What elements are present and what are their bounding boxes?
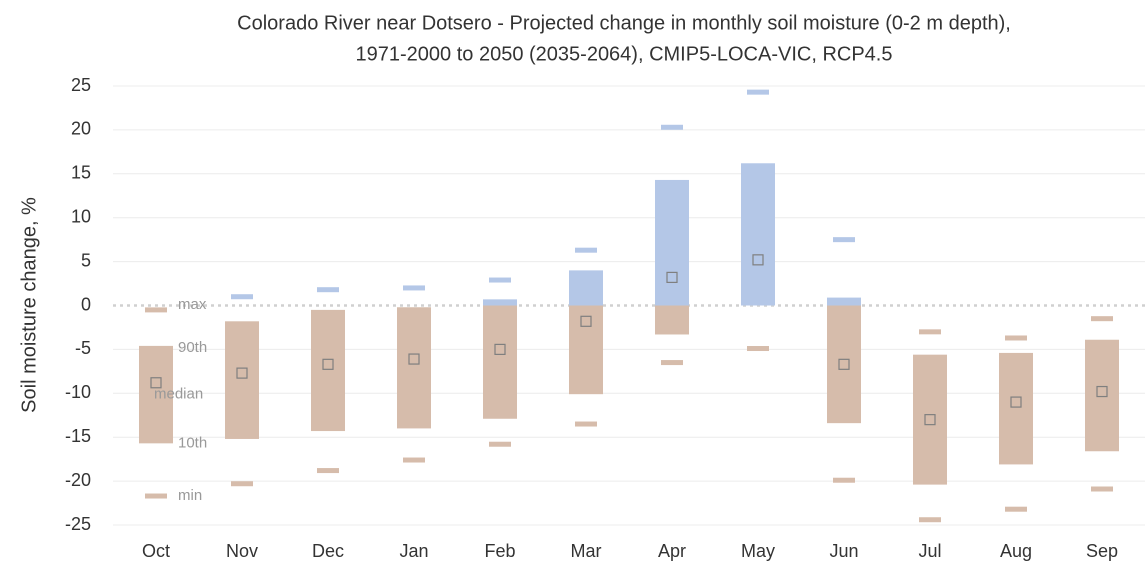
median-marker bbox=[1096, 385, 1108, 398]
chart-title: Colorado River near Dotsero - Projected … bbox=[237, 12, 1011, 34]
max-dash bbox=[661, 124, 683, 130]
min-dash bbox=[317, 468, 339, 474]
y-tick-label: 5 bbox=[81, 250, 91, 270]
y-tick-label: -10 bbox=[65, 382, 91, 402]
bar-negative bbox=[569, 305, 603, 395]
max-dash bbox=[747, 89, 769, 95]
min-dash bbox=[403, 457, 425, 463]
y-tick-label: -20 bbox=[65, 470, 91, 490]
median-marker bbox=[838, 358, 850, 370]
bar-positive bbox=[569, 270, 603, 306]
max-dash bbox=[919, 329, 941, 335]
bar-negative bbox=[1085, 339, 1119, 452]
max-dash bbox=[231, 294, 253, 300]
bar-positive bbox=[483, 299, 517, 306]
bar-positive bbox=[655, 179, 689, 306]
min-dash bbox=[919, 517, 941, 523]
min-dash bbox=[489, 441, 511, 447]
series-annotation: max bbox=[178, 296, 207, 313]
median-marker bbox=[666, 271, 678, 284]
bar-negative bbox=[311, 309, 345, 432]
bar-negative bbox=[913, 354, 947, 485]
y-tick-label: 25 bbox=[71, 75, 91, 95]
bar-negative bbox=[483, 305, 517, 419]
y-tick-label: -25 bbox=[65, 514, 91, 534]
x-tick-label: Oct bbox=[142, 541, 170, 561]
max-dash bbox=[833, 237, 855, 243]
median-marker bbox=[408, 353, 420, 365]
series-annotation: min bbox=[178, 487, 202, 504]
x-tick-label: Apr bbox=[658, 541, 686, 561]
y-tick-label: 15 bbox=[71, 163, 91, 183]
series-annotation: 90th bbox=[178, 339, 207, 356]
max-dash bbox=[489, 277, 511, 283]
y-tick-label: -15 bbox=[65, 426, 91, 446]
y-tick-label: -5 bbox=[75, 338, 91, 358]
x-tick-label: Nov bbox=[226, 541, 258, 561]
min-dash bbox=[1005, 506, 1027, 512]
x-tick-label: Jan bbox=[399, 541, 428, 561]
x-tick-label: Aug bbox=[1000, 541, 1032, 561]
x-tick-label: Jun bbox=[829, 541, 858, 561]
max-dash bbox=[1005, 335, 1027, 341]
min-dash bbox=[231, 481, 253, 487]
y-axis-label: Soil moisture change, % bbox=[18, 197, 40, 413]
bar-positive bbox=[741, 163, 775, 306]
y-tick-label: 0 bbox=[81, 294, 91, 314]
x-tick-label: Mar bbox=[571, 541, 602, 561]
median-marker bbox=[322, 358, 334, 370]
min-dash bbox=[747, 346, 769, 352]
median-marker bbox=[580, 315, 592, 327]
max-dash bbox=[575, 247, 597, 253]
x-tick-label: Dec bbox=[312, 541, 344, 561]
max-dash bbox=[1091, 316, 1113, 322]
median-marker bbox=[924, 414, 936, 426]
min-dash bbox=[661, 360, 683, 366]
max-dash bbox=[403, 285, 425, 291]
y-tick-label: 20 bbox=[71, 119, 91, 139]
bar-negative bbox=[139, 345, 173, 444]
median-marker bbox=[494, 343, 506, 355]
x-tick-label: May bbox=[741, 541, 775, 561]
min-dash bbox=[1091, 486, 1113, 492]
min-dash bbox=[145, 493, 167, 499]
bar-positive bbox=[827, 297, 861, 306]
chart-subtitle: 1971-2000 to 2050 (2035-2064), CMIP5-LOC… bbox=[356, 43, 893, 65]
bar-negative bbox=[655, 305, 689, 335]
series-annotation: 10th bbox=[178, 434, 207, 451]
series-annotation: median bbox=[154, 386, 203, 403]
y-tick-label: 10 bbox=[71, 206, 91, 226]
bar-negative bbox=[397, 307, 431, 429]
x-tick-label: Jul bbox=[918, 541, 941, 561]
max-dash bbox=[317, 287, 339, 293]
max-dash bbox=[145, 307, 167, 313]
median-marker bbox=[236, 367, 248, 379]
bar-negative bbox=[827, 305, 861, 424]
median-marker bbox=[150, 377, 162, 389]
median-marker bbox=[1010, 396, 1022, 408]
x-tick-label: Feb bbox=[484, 541, 515, 561]
bar-negative bbox=[999, 352, 1033, 465]
min-dash bbox=[833, 477, 855, 483]
min-dash bbox=[575, 421, 597, 427]
bar-negative bbox=[225, 321, 259, 439]
median-marker bbox=[752, 254, 764, 266]
x-tick-label: Sep bbox=[1086, 541, 1118, 561]
